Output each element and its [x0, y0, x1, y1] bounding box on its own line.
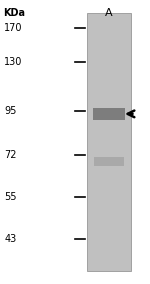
Text: 55: 55 [4, 192, 17, 202]
Bar [93, 108, 125, 120]
Text: 170: 170 [4, 23, 23, 33]
Text: 95: 95 [4, 106, 17, 116]
Bar [94, 157, 124, 166]
Text: 43: 43 [4, 234, 17, 244]
Text: KDa: KDa [3, 9, 25, 18]
Text: A: A [105, 9, 113, 18]
Bar [87, 12, 131, 272]
Text: 72: 72 [4, 150, 17, 160]
Text: 130: 130 [4, 57, 23, 67]
